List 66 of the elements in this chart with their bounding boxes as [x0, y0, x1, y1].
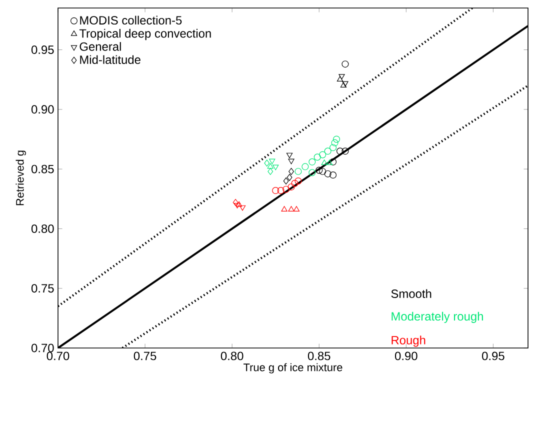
point [308, 169, 316, 176]
x-tick-label: 0.75 [134, 352, 156, 360]
x-tick-label: 0.70 [46, 352, 70, 360]
point [286, 152, 293, 158]
point [314, 154, 321, 161]
x-tick-label: 0.85 [308, 352, 330, 360]
legend-label: Tropical deep convection [79, 28, 211, 40]
point [321, 160, 328, 165]
point [338, 74, 345, 80]
point [342, 148, 349, 155]
annotation: Smooth [391, 289, 432, 298]
x-axis-title: True g of ice mixture [244, 363, 342, 374]
point [288, 206, 294, 212]
x-tick-label: 0.95 [482, 352, 504, 360]
point [308, 158, 316, 166]
x-tick-label: 0.80 [220, 352, 244, 360]
point [336, 148, 344, 155]
point [330, 172, 337, 179]
legend-label: Mid-latitude [80, 55, 140, 64]
point [333, 136, 340, 143]
point [324, 170, 332, 178]
point [281, 206, 288, 212]
point [342, 60, 349, 68]
y-tick-label: 0.85 [31, 164, 54, 174]
point [293, 206, 300, 212]
point [232, 198, 238, 206]
point [326, 160, 333, 165]
point [277, 187, 284, 194]
point [319, 168, 326, 175]
point [330, 158, 337, 166]
point [336, 76, 344, 82]
point [288, 158, 294, 164]
point [302, 163, 309, 170]
point [291, 180, 298, 187]
point [319, 151, 326, 158]
point [288, 168, 294, 175]
point [324, 148, 332, 155]
x-tick-label: 0.90 [394, 352, 418, 360]
y-tick-label: 0.70 [31, 344, 54, 352]
point [282, 186, 290, 193]
point [331, 139, 338, 146]
point [316, 166, 323, 174]
y-axis-title: Retrieved g [16, 150, 26, 206]
annotation: Moderately rough [392, 312, 483, 323]
point [283, 177, 289, 184]
point [236, 201, 242, 207]
point [294, 177, 302, 184]
point [342, 81, 348, 87]
point [340, 82, 347, 88]
y-tick-label: 0.80 [31, 224, 54, 233]
point [294, 168, 302, 175]
annotation: Rough [392, 336, 426, 347]
point [234, 202, 240, 208]
point [239, 205, 246, 211]
y-tick-label: 0.90 [31, 105, 54, 114]
y-tick-label: 0.75 [31, 284, 54, 293]
point [268, 168, 274, 175]
point [330, 144, 337, 152]
y-tick-label: 0.95 [31, 46, 54, 54]
point [272, 187, 280, 194]
legend-label: General [80, 42, 121, 51]
point [264, 160, 270, 167]
point [286, 174, 292, 181]
point [272, 164, 279, 170]
point [288, 183, 295, 190]
legend-label: MODIS collection-5 [80, 16, 182, 25]
